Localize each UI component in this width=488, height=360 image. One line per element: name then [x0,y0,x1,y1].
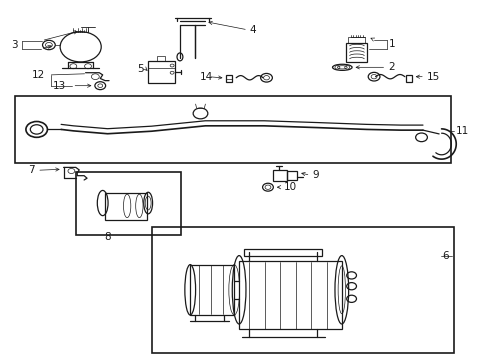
Bar [15,96,450,163]
Bar [272,170,286,181]
Bar [157,56,164,61]
Text: 13: 13 [53,81,66,91]
Text: 5: 5 [137,64,143,74]
Text: 12: 12 [32,70,45,80]
Bar [347,37,364,43]
Text: 2: 2 [387,62,394,72]
Text: 4: 4 [249,25,256,35]
Text: 3: 3 [11,40,18,50]
Text: 7: 7 [28,165,35,175]
Text: 6: 6 [442,251,448,261]
Bar [244,249,322,256]
Bar [76,172,181,235]
Text: 14: 14 [199,72,212,82]
Bar [225,75,232,82]
Bar [147,61,174,83]
Text: 8: 8 [104,232,111,242]
Text: 1: 1 [388,39,395,49]
Bar [190,265,234,315]
Text: 10: 10 [283,182,296,192]
Bar [105,193,146,220]
Bar [286,171,297,180]
Bar [151,227,453,353]
Text: 15: 15 [426,72,439,82]
Bar [345,43,366,62]
Bar [239,261,341,329]
Text: 9: 9 [311,170,318,180]
Bar [405,75,411,82]
Text: 11: 11 [455,126,468,136]
